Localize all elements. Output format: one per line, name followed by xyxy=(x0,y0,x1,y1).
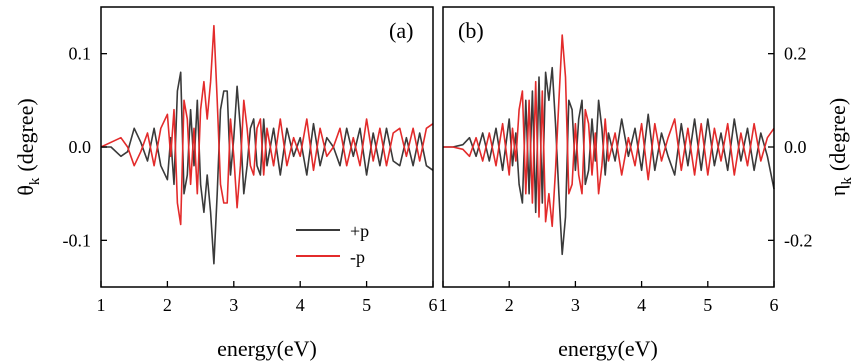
y-axis-symbol-b: η xyxy=(825,185,850,197)
y-tick-label-b: 0.0 xyxy=(784,137,807,157)
y-axis-unit-a: (degree) xyxy=(13,98,38,171)
y-tick-label-a: 0.0 xyxy=(69,137,92,157)
x-tick-label-a: 3 xyxy=(229,295,238,315)
y-tick-label-b: 0.2 xyxy=(784,44,807,64)
legend: +p -p xyxy=(296,221,369,267)
series-layer-a xyxy=(100,24,434,265)
legend-label-plus: +p xyxy=(350,221,369,241)
x-tick-label-b: 5 xyxy=(703,295,712,315)
series-line-plus-a xyxy=(101,71,434,265)
panel-a: 1 2 3 4 5 6 0.1 0.0 -0.1 (a) +p -p θk (degree) en… xyxy=(13,6,438,361)
x-tick-label-b: 6 xyxy=(770,295,779,315)
series-line-minus-b xyxy=(443,34,775,228)
legend-label-minus: -p xyxy=(350,247,365,267)
y-tick-label-b: -0.2 xyxy=(784,230,813,250)
ticks-layer-a: 1 2 3 4 5 6 0.1 0.0 -0.1 xyxy=(63,44,438,315)
series-layer-b xyxy=(443,34,775,256)
y-axis-subscript-b: k xyxy=(839,177,855,185)
y-axis-symbol-a: θ xyxy=(13,185,38,196)
x-axis-label-b: energy(eV) xyxy=(558,336,658,361)
panel-label-a: (a) xyxy=(389,18,413,43)
panel-b: 1 2 3 4 5 6 0.2 0.0 -0.2 (b) ηk (degree) energy(e… xyxy=(439,6,855,361)
y-axis-label-a: θk (degree) xyxy=(13,98,43,195)
x-tick-label-a: 4 xyxy=(296,295,305,315)
y-axis-unit-b: (degree) xyxy=(825,98,850,171)
x-tick-label-a: 1 xyxy=(97,295,106,315)
y-axis-subscript-a: k xyxy=(27,177,43,185)
ticks-layer-b: 1 2 3 4 5 6 0.2 0.0 -0.2 xyxy=(439,44,813,315)
panel-label-b: (b) xyxy=(458,18,484,43)
x-tick-label-b: 1 xyxy=(439,295,448,315)
x-axis-label-a: energy(eV) xyxy=(217,336,317,361)
y-axis-label-b: ηk (degree) xyxy=(825,98,855,196)
x-tick-label-a: 2 xyxy=(163,295,172,315)
series-line-minus-a xyxy=(100,24,434,226)
x-tick-label-a: 6 xyxy=(429,295,438,315)
x-tick-label-b: 4 xyxy=(637,295,646,315)
x-tick-label-a: 5 xyxy=(362,295,371,315)
x-tick-label-b: 2 xyxy=(505,295,514,315)
x-tick-label-b: 3 xyxy=(571,295,580,315)
y-tick-label-a: 0.1 xyxy=(69,44,92,64)
y-tick-label-a: -0.1 xyxy=(63,230,92,250)
